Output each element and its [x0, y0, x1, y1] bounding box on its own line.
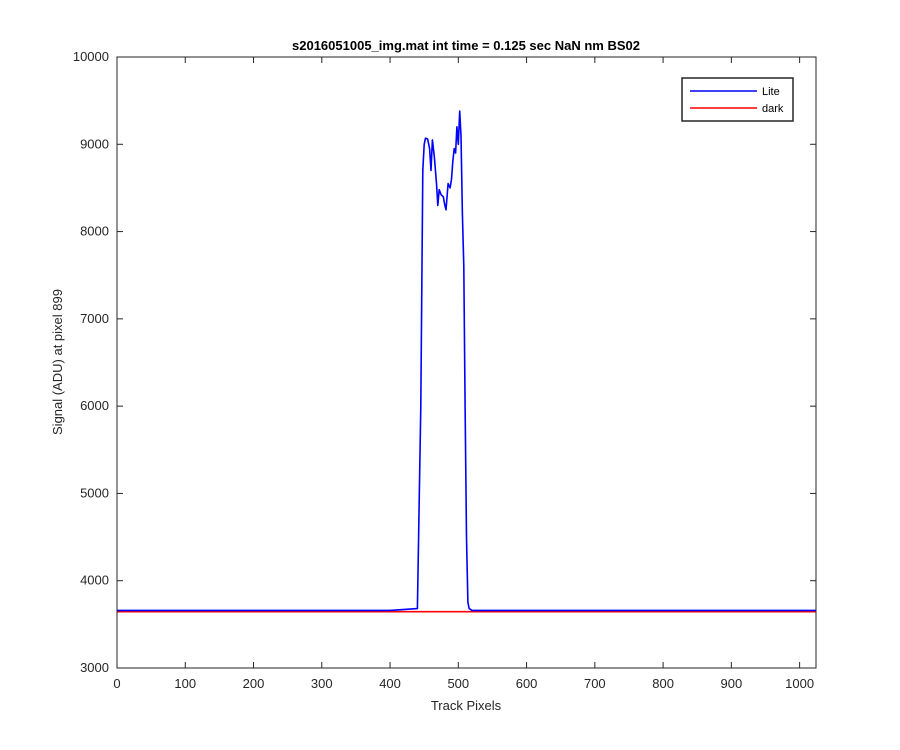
y-tick-label: 10000	[73, 49, 109, 64]
y-tick-label: 6000	[80, 398, 109, 413]
legend-box	[681, 77, 794, 122]
x-tick-label: 600	[516, 676, 538, 691]
x-tick-label: 0	[113, 676, 120, 691]
y-tick-label: 3000	[80, 660, 109, 675]
x-tick-label: 100	[174, 676, 196, 691]
series-layer	[117, 110, 816, 613]
y-tick-label: 9000	[80, 136, 109, 151]
legend-label-dark: dark	[762, 103, 784, 115]
x-axis-ticks: 0 100 200 300 400 500 600 700 800 900 1000	[113, 57, 814, 691]
y-tick-label: 7000	[80, 311, 109, 326]
series-line-lite	[117, 110, 816, 612]
y-tick-label: 5000	[80, 485, 109, 500]
y-axis-ticks: 3000 4000 5000 6000 7000 8000 9000 10000	[73, 49, 816, 675]
x-tick-label: 300	[311, 676, 333, 691]
x-tick-label: 500	[447, 676, 469, 691]
y-tick-label: 4000	[80, 573, 109, 588]
x-tick-label: 900	[721, 676, 743, 691]
x-tick-label: 1000	[785, 676, 814, 691]
chart-title: s2016051005_img.mat int time = 0.125 sec…	[292, 38, 640, 53]
x-tick-label: 400	[379, 676, 401, 691]
y-tick-label: 8000	[80, 224, 109, 239]
x-tick-label: 200	[243, 676, 265, 691]
x-axis-label: Track Pixels	[431, 698, 502, 713]
y-axis-label: Signal (ADU) at pixel 899	[50, 289, 65, 435]
plot-area	[117, 57, 816, 668]
x-tick-label: 700	[584, 676, 606, 691]
plot-frame	[116, 56, 817, 669]
x-tick-label: 800	[652, 676, 674, 691]
legend: Lite dark	[681, 77, 794, 122]
legend-label-lite: Lite	[762, 86, 780, 98]
